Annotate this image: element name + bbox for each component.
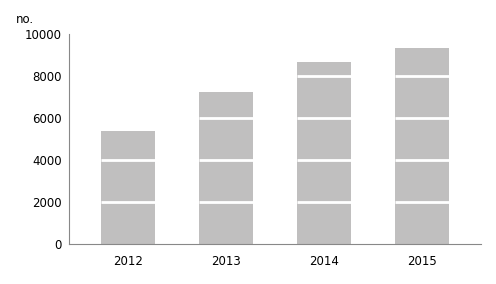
Text: no.: no.	[16, 13, 34, 26]
Bar	[297, 62, 351, 244]
Bar	[199, 92, 253, 244]
Bar	[101, 131, 155, 244]
Bar	[395, 48, 449, 244]
